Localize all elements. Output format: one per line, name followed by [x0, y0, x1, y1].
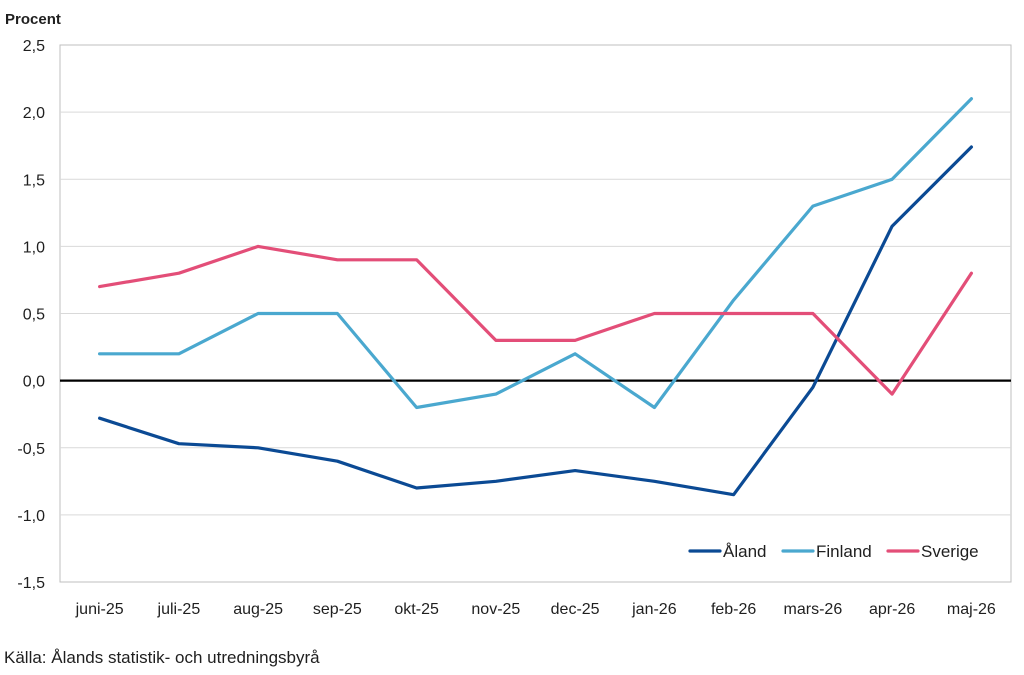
y-tick-label: 2,5 [23, 38, 45, 55]
series-lines [97, 97, 974, 497]
y-tick-label: -0,5 [17, 441, 45, 458]
x-tick-label: nov-25 [471, 601, 520, 618]
y-axis-label: Procent [5, 11, 61, 28]
x-tick-label: dec-25 [551, 601, 600, 618]
y-tick-label: 0,5 [23, 307, 45, 324]
x-tick-label: okt-25 [394, 601, 439, 618]
x-tick-label: aug-25 [233, 601, 283, 618]
x-tick-labels: juni-25 juli-25 aug-25 sep-25 okt-25 nov-25 de… [75, 601, 996, 618]
series-line-sverige [97, 244, 974, 396]
y-tick-label: 1,5 [23, 172, 45, 189]
legend: Åland Finland Sverige [688, 542, 979, 561]
x-tick-label: juni-25 [75, 601, 124, 618]
x-tick-label: juli-25 [157, 601, 201, 618]
x-tick-label: sep-25 [313, 601, 362, 618]
y-tick-label: 0,0 [23, 374, 45, 391]
series-line-åland [97, 145, 974, 497]
series-line-finland [97, 97, 974, 410]
source-note: Källa: Ålands statistik- och utredningsb… [4, 648, 320, 667]
x-tick-label: jan-26 [631, 601, 677, 618]
x-tick-label: maj-26 [947, 601, 996, 618]
y-tick-label: 1,0 [23, 239, 45, 256]
y-tick-label: 2,0 [23, 105, 45, 122]
y-tick-label: -1,0 [17, 508, 45, 525]
x-tick-label: mars-26 [784, 601, 843, 618]
gridlines [60, 111, 1011, 516]
legend-label: Sverige [921, 542, 979, 561]
legend-label: Finland [816, 542, 872, 561]
y-tick-labels: -1,5 -1,0 -0,5 0,0 0,5 1,0 1,5 2,0 2,5 [17, 38, 45, 592]
y-tick-label: -1,5 [17, 575, 45, 592]
legend-label: Åland [723, 542, 766, 561]
x-tick-label: apr-26 [869, 601, 915, 618]
x-tick-label: feb-26 [711, 601, 756, 618]
